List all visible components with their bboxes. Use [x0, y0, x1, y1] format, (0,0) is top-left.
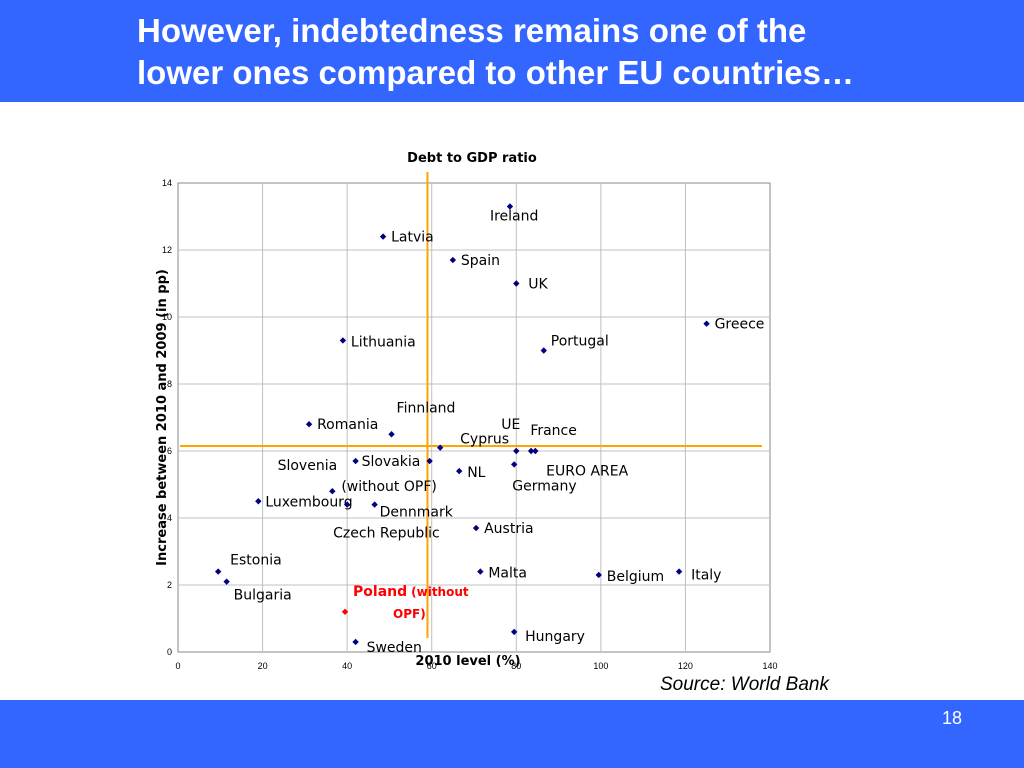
y-tick-label: 10 [162, 312, 172, 322]
data-point [513, 280, 520, 287]
x-tick-label: 40 [342, 661, 352, 671]
slide-title-line-1: However, indebtedness remains one of the [137, 12, 807, 49]
data-point [255, 498, 262, 505]
data-label: EURO AREA [546, 463, 628, 479]
x-tick-label: 100 [593, 661, 608, 671]
page-number: 18 [941, 708, 962, 728]
y-tick-label: 14 [162, 178, 172, 188]
data-point [352, 638, 359, 646]
y-tick-label: 12 [162, 245, 172, 255]
data-label: Austria [484, 521, 533, 537]
data-point [388, 431, 395, 438]
x-axis-label: 2010 level (%) [415, 654, 520, 669]
x-tick-label: 120 [678, 661, 693, 671]
data-point [371, 501, 378, 508]
slide-title: However, indebtedness remains one of the… [137, 10, 997, 94]
data-label: Dennmark [380, 505, 454, 521]
data-point [595, 571, 602, 579]
x-tick-label: 0 [175, 661, 180, 671]
data-point [339, 337, 347, 344]
data-point [436, 444, 444, 451]
data-label: UE [501, 417, 520, 433]
data-label: (without OPF) [341, 479, 437, 495]
data-point [341, 608, 349, 615]
data-point [343, 501, 351, 508]
data-point [329, 488, 336, 495]
data-label: Slovakia [362, 454, 421, 470]
data-point [703, 320, 710, 327]
data-label: Germany [512, 478, 576, 494]
data-point [675, 568, 683, 575]
data-label-poland: Poland (without [353, 584, 469, 600]
data-point [510, 461, 518, 468]
data-point [305, 421, 313, 428]
data-label: Romania [317, 417, 378, 433]
y-tick-label: 4 [167, 513, 172, 523]
data-label: Estonia [230, 553, 282, 569]
data-label: Belgium [607, 569, 664, 585]
data-label: Sweden [367, 640, 422, 656]
data-point [472, 524, 480, 532]
data-label: Ireland [490, 208, 538, 224]
y-tick-label: 6 [167, 446, 172, 456]
chart-title: Debt to GDP ratio [407, 151, 537, 166]
data-label: NL [467, 465, 485, 481]
y-axis-label: Increase between 2010 and 2009 (in pp) [155, 269, 170, 566]
y-tick-label: 2 [167, 580, 172, 590]
data-point [477, 568, 484, 575]
x-tick-label: 80 [511, 661, 521, 671]
data-point [527, 447, 535, 455]
data-point [456, 467, 463, 475]
data-label: Bulgaria [234, 588, 292, 604]
data-label: Slovenia [278, 458, 338, 474]
data-label: Czech Republic [333, 526, 440, 542]
data-point [506, 203, 514, 210]
data-point [510, 628, 518, 636]
x-tick-label: 140 [762, 661, 777, 671]
data-point [540, 347, 547, 354]
data-label: Malta [488, 566, 527, 582]
data-label: Lithuania [351, 334, 416, 350]
data-point [513, 447, 520, 455]
data-point [532, 447, 539, 455]
data-label: France [530, 423, 577, 439]
y-tick-label: 0 [167, 647, 172, 657]
data-label: Hungary [525, 629, 585, 645]
poland-name: Poland [353, 584, 407, 600]
data-point [379, 233, 387, 240]
y-tick-label: 8 [167, 379, 172, 389]
data-label: Spain [461, 253, 500, 269]
plot-area [177, 182, 771, 653]
data-label: Cyprus [460, 432, 509, 448]
poland-qualifier-line2: OPF) [393, 607, 426, 621]
poland-qualifier: (without [411, 585, 469, 599]
data-label: UK [528, 277, 548, 293]
data-label: Finnland [397, 400, 456, 416]
x-tick-label: 20 [258, 661, 268, 671]
footer-band [0, 700, 1024, 768]
data-point [426, 457, 433, 465]
slide-title-line-2: lower ones compared to other EU countrie… [137, 54, 854, 91]
data-label: Latvia [391, 230, 434, 246]
data-label: Luxembourg [265, 494, 352, 510]
data-point [352, 457, 359, 465]
data-label: Italy [691, 568, 721, 584]
scatter-chart: Debt to GDP ratio 0 20 40 60 80 100 120 140 0 2 4 6 8… [155, 151, 778, 671]
data-point [223, 578, 230, 585]
title-band [0, 0, 1024, 102]
data-label: Portugal [551, 334, 609, 350]
data-point [449, 256, 457, 264]
data-point [214, 568, 222, 575]
source-note: Source: World Bank [660, 674, 829, 695]
data-label: Greece [715, 317, 765, 333]
x-tick-label: 60 [427, 661, 437, 671]
